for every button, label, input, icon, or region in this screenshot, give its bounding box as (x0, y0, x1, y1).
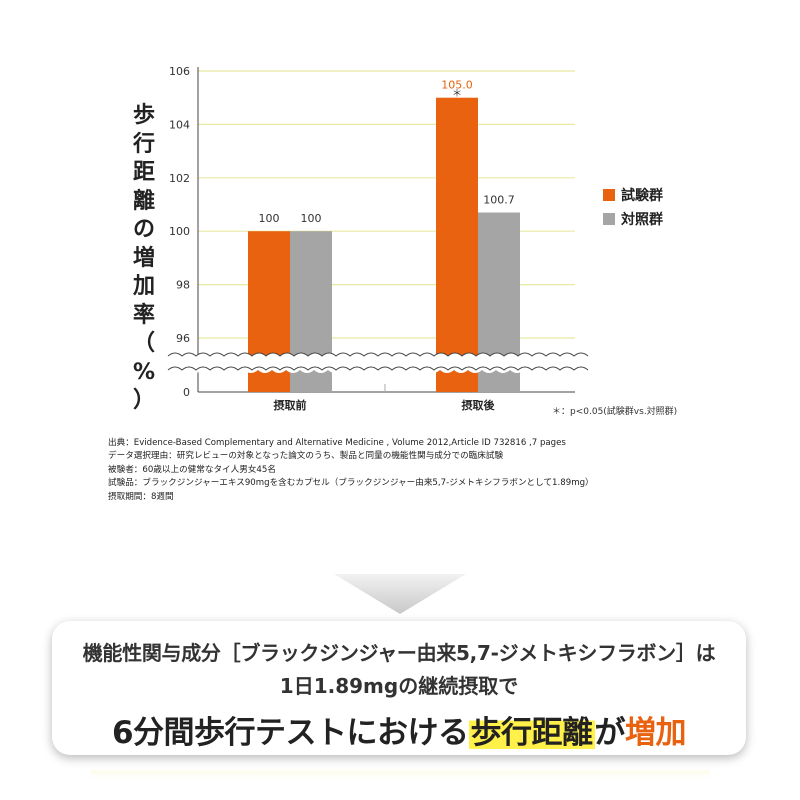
y-axis-label-char: （ (132, 331, 155, 356)
data-label: 100 (259, 212, 280, 225)
significance-note: ＊：p<0.05(試験群vs.対照群) (552, 407, 678, 417)
y-axis-label-char: ） (132, 388, 155, 413)
y-tick-label: 104 (169, 118, 190, 131)
y-tick-label: 96 (176, 332, 190, 345)
chart-area: 106 104 102 100 98 96 0 100 100 摂取前 105.0 100.7 摂取後 ＊… (126, 65, 678, 417)
source-citation: 出典：Evidence-Based Complementary and Alte… (108, 438, 566, 448)
source-period: 摂取期間：8週間 (108, 491, 174, 502)
y-axis-label: 歩行距離の増加率 （% ） (126, 102, 162, 416)
bar-test-1 (436, 97, 478, 392)
data-label: 100.7 (483, 194, 515, 207)
x-tick-label: 摂取前 (274, 398, 307, 412)
y-axis-label-char: の (132, 217, 155, 242)
bar-chart: 106 104 102 100 98 96 0 100 100 摂取前 105.0 100.7 摂取後 ＊ (167, 65, 594, 412)
y-axis-label-char: 率 (132, 302, 155, 328)
y-axis-label-char: 距 (132, 160, 155, 185)
result-highlight-walking-distance: 歩行距離 (468, 715, 595, 751)
y-axis-label-char: 加 (132, 274, 155, 299)
significance-marker: ＊ (452, 89, 462, 100)
legend-item-control: 対照群 (603, 207, 663, 231)
legend-swatch-test (603, 189, 615, 201)
result-conclusion-text-2: が (594, 715, 626, 751)
bottom-fade (90, 770, 710, 780)
axis-break-line-top (167, 352, 589, 357)
result-dosage-line: 1日1.89mgの継続摂取で (279, 674, 519, 698)
y-axis-label-char: 行 (132, 131, 155, 157)
legend-item-test: 試験群 (603, 183, 663, 207)
legend-label-control: 対照群 (621, 212, 663, 228)
x-tick-label: 摂取後 (462, 398, 496, 412)
y-tick-label: 102 (169, 172, 190, 185)
result-summary-box: 機能性関与成分［ブラックジンジャー由来5,7-ジメトキシフラボン］は 1日1.8… (52, 621, 746, 755)
source-test-product: 試験品：ブラックジンジャーエキス90mgを含むカプセル（ブラックジンジャー由来5… (108, 478, 594, 489)
y-tick-label-zero: 0 (183, 386, 190, 399)
legend-label-test: 試験群 (621, 188, 663, 204)
result-conclusion-text-1: 6分間歩行テストにおける (111, 715, 469, 751)
source-subjects: 被験者：60歳以上の健常なタイ人男女45名 (108, 464, 276, 475)
legend: 試験群 対照群 (603, 183, 663, 231)
legend-swatch-control (603, 213, 615, 225)
y-axis-label-char: 歩 (132, 103, 155, 128)
data-label: 100 (301, 212, 322, 225)
axis-break-line-bottom (167, 366, 589, 371)
result-highlight-increase: 増加 (625, 715, 687, 751)
data-label: 105.0 (441, 79, 473, 92)
y-tick-label: 100 (169, 225, 190, 238)
down-arrow-icon (334, 574, 466, 614)
y-axis-label-char: 離 (132, 188, 155, 214)
y-tick-label: 98 (176, 279, 190, 292)
result-ingredient-line: 機能性関与成分［ブラックジンジャー由来5,7-ジメトキシフラボン］は (82, 641, 716, 665)
source-selection-reason: データ選択理由：研究レビューの対象となった論文のうち、製品と同量の機能性関与成分… (108, 451, 504, 462)
y-axis-label-char: % (132, 359, 156, 385)
y-axis-label-char: 増 (132, 245, 155, 271)
axis-break-band (168, 353, 594, 373)
result-conclusion-line: 6分間歩行テストにおける歩行距離が増加 (52, 707, 746, 752)
source-notes: 出典：Evidence-Based Complementary and Alte… (108, 437, 594, 504)
y-tick-label: 106 (169, 65, 190, 78)
